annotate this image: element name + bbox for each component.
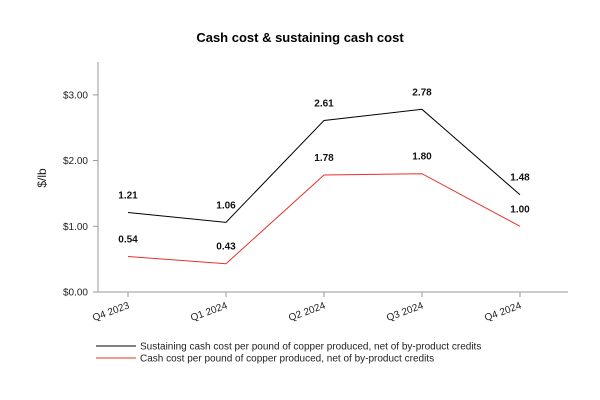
data-label: 1.06	[216, 200, 236, 211]
y-ticks: $0.00 $1.00 $2.00 $3.00	[63, 90, 98, 299]
legend: Sustaining cash cost per pound of copper…	[96, 342, 481, 365]
legend-label: Sustaining cash cost per pound of copper…	[140, 342, 481, 353]
data-label: 0.43	[216, 242, 236, 253]
y-tick-label: $0.00	[63, 288, 88, 299]
data-label: 1.00	[510, 204, 530, 215]
y-tick-label: $1.00	[63, 222, 88, 233]
chart-title: Cash cost & sustaining cash cost	[196, 30, 404, 45]
legend-label: Cash cost per pound of copper produced, …	[140, 354, 434, 365]
data-label: 1.78	[314, 153, 334, 164]
y-tick-label: $3.00	[63, 90, 88, 101]
y-axis-label: $/lb	[35, 168, 49, 188]
cash-cost-line	[127, 173, 521, 265]
series-group: 1.21 1.06 2.61 2.78 1.48 0.54 0.43 1.78 1.80 1.00	[118, 87, 530, 265]
x-tick-label: Q2 2024	[287, 300, 327, 324]
x-tick-label: Q3 2024	[385, 300, 425, 324]
x-tick-label: Q4 2024	[483, 300, 523, 324]
data-label: 0.54	[118, 235, 138, 246]
data-label: 1.80	[412, 152, 432, 163]
data-label: 1.48	[510, 173, 530, 184]
data-label: 2.78	[412, 87, 432, 98]
x-ticks: Q4 2023 Q1 2024 Q2 2024 Q3 2024 Q4 2024	[91, 292, 523, 324]
data-label: 2.61	[314, 98, 334, 109]
sustaining-cost-line	[127, 108, 521, 223]
data-label: 1.21	[118, 190, 138, 201]
x-tick-label: Q4 2023	[91, 300, 131, 324]
x-tick-label: Q1 2024	[189, 300, 229, 324]
y-tick-label: $2.00	[63, 156, 88, 167]
